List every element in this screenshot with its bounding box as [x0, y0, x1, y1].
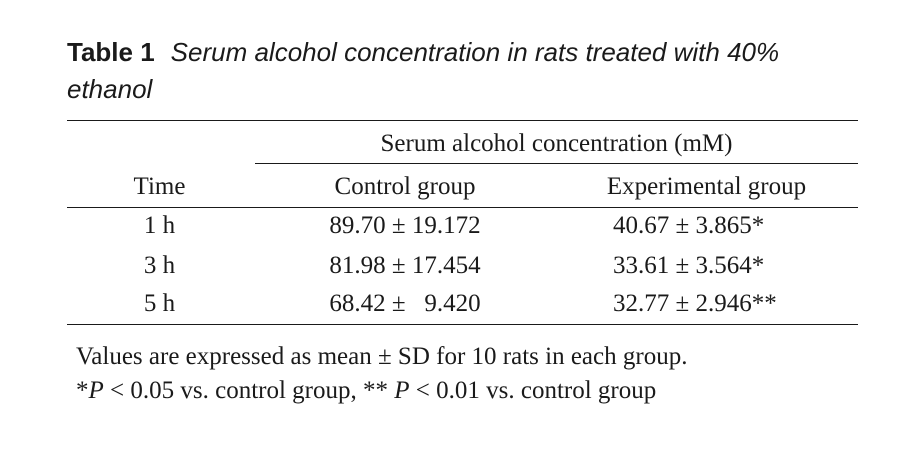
table-title: Serum alcohol concentration in rats trea…	[67, 37, 780, 104]
header-rule	[67, 207, 858, 208]
note-p-symbol: P	[394, 377, 410, 404]
note-threshold-2: < 0.01 vs. control group	[409, 377, 657, 404]
note-threshold-1: < 0.05 vs. control group, **	[103, 377, 395, 404]
table-cell-time: 3 h	[143, 252, 176, 279]
top-rule	[67, 120, 858, 121]
table-cell-time: 1 h	[143, 212, 176, 239]
table-cell-time: 5 h	[143, 290, 176, 317]
spanner-header: Serum alcohol concentration (mM)	[380, 130, 733, 157]
table-caption: Table 1 Serum alcohol concentration in ra…	[67, 34, 867, 108]
spanner-rule	[255, 163, 858, 164]
column-header-time: Time	[133, 173, 186, 200]
table-cell-experimental: 32.77 ± 2.946**	[613, 290, 777, 317]
note-p-symbol: P	[88, 377, 104, 404]
table-cell-control: 89.70 ± 19.172	[329, 212, 481, 239]
table-cell-experimental: 40.67 ± 3.865*	[613, 212, 765, 239]
table-cell-experimental: 33.61 ± 3.564*	[613, 252, 765, 279]
table-cell-control: 81.98 ± 17.454	[329, 252, 481, 279]
table-label: Table 1	[67, 37, 155, 67]
table-note-line2: *P < 0.05 vs. control group, ** P < 0.01…	[76, 376, 656, 406]
table-cell-control: 68.42 ± 9.420	[329, 290, 481, 317]
column-header-control: Control group	[334, 173, 476, 200]
table-note-line1: Values are expressed as mean ± SD for 10…	[76, 343, 688, 370]
column-header-experimental: Experimental group	[606, 173, 807, 200]
bottom-rule	[67, 324, 858, 325]
note-asterisk: *	[76, 377, 89, 404]
